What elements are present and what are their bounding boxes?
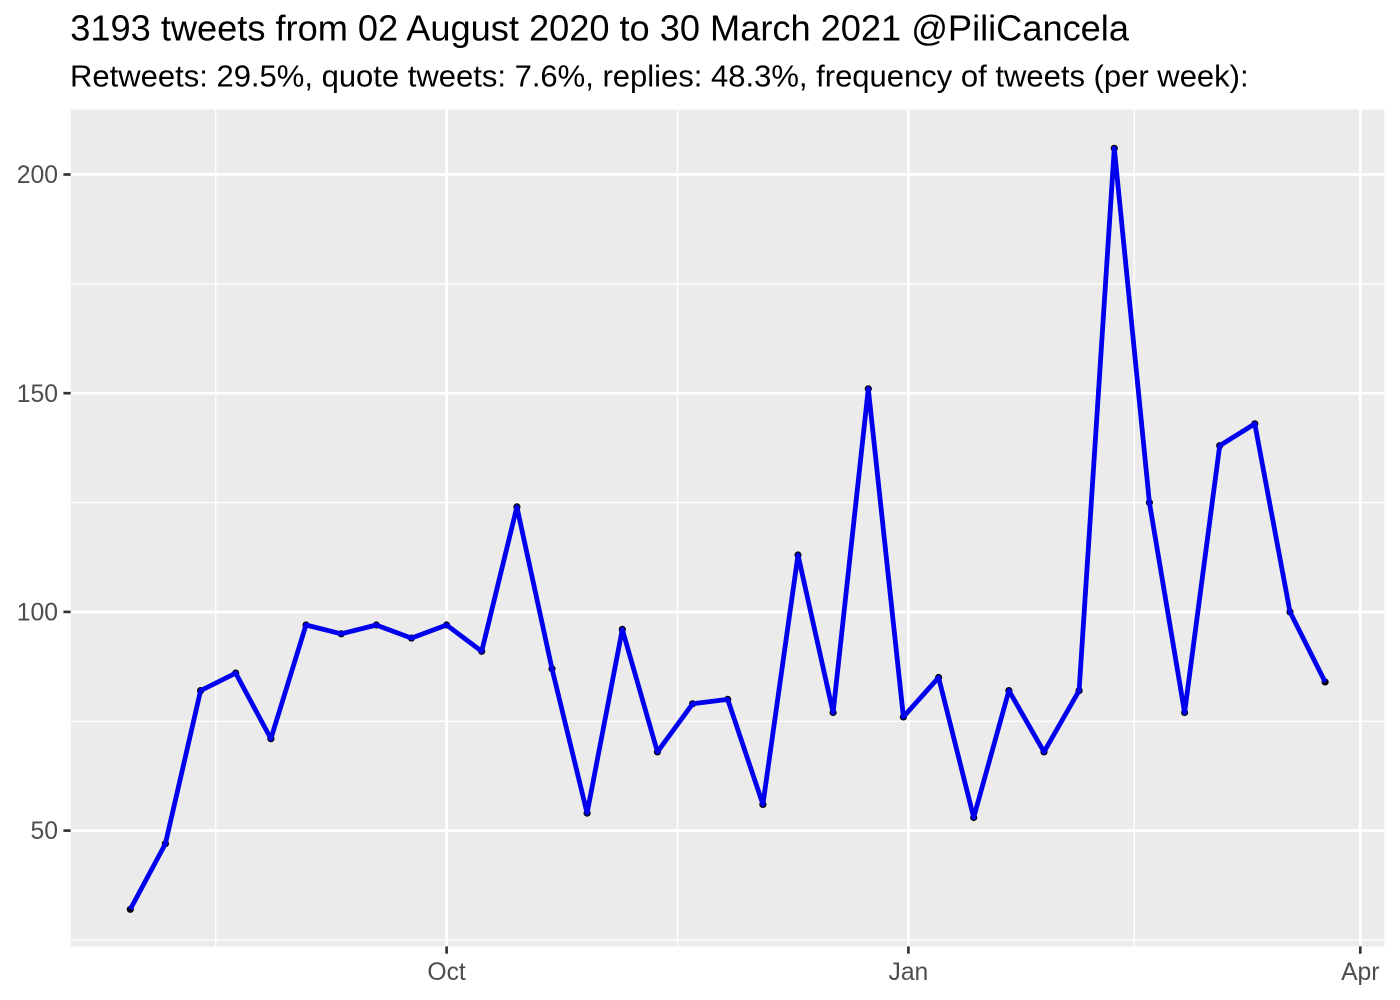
- svg-text:Jan: Jan: [888, 959, 928, 986]
- svg-text:200: 200: [17, 162, 58, 189]
- svg-text:100: 100: [17, 600, 58, 627]
- svg-text:Apr: Apr: [1341, 959, 1379, 986]
- svg-text:Retweets: 29.5%, quote tweets:: Retweets: 29.5%, quote tweets: 7.6%, rep…: [70, 58, 1249, 93]
- svg-text:3193 tweets from 02 August 202: 3193 tweets from 02 August 2020 to 30 Ma…: [70, 8, 1130, 49]
- svg-text:150: 150: [17, 381, 58, 408]
- svg-text:Oct: Oct: [427, 959, 466, 986]
- svg-text:50: 50: [31, 818, 58, 845]
